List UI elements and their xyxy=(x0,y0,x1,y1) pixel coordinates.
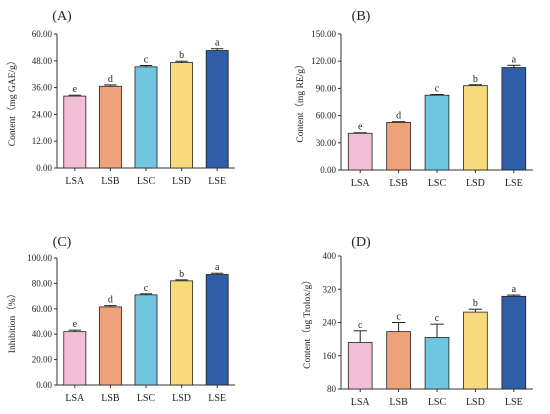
y-tick-label: 12.00 xyxy=(32,136,53,146)
x-category-label: LSC xyxy=(428,178,447,189)
significance-label: a xyxy=(215,38,220,49)
chart-panel-4: (D) Content（ug Trolox/g） 80 160 240 320 400 c LS… xyxy=(301,235,533,408)
y-tick-label: 240 xyxy=(323,318,337,328)
x-category-label: LSD xyxy=(466,397,485,408)
y-tick-label: 160 xyxy=(323,351,337,361)
chart-panel-1: (A) Content（mg GAE/g） 0.00 12.00 24.00 36.00 4… xyxy=(6,9,235,187)
y-tick-label: 60.00 xyxy=(316,111,337,121)
y-tick-label: 30.00 xyxy=(316,138,337,148)
bar-lsd xyxy=(170,62,194,169)
x-category-label: LSB xyxy=(389,397,408,408)
significance-label: d xyxy=(108,74,113,85)
significance-label: d xyxy=(108,295,113,306)
y-tick-label: 150.00 xyxy=(311,29,336,39)
bar-lsb xyxy=(386,331,411,390)
bar-lsc xyxy=(134,294,158,386)
bar-lsd xyxy=(463,85,488,171)
y-tick-label: 60.00 xyxy=(32,29,53,39)
y-tick-label: 0.00 xyxy=(320,165,336,175)
significance-label: c xyxy=(435,83,440,94)
y-tick-label: 36.00 xyxy=(32,83,53,93)
significance-label: c xyxy=(144,54,149,65)
x-category-label: LSB xyxy=(101,393,120,404)
bar-lsa xyxy=(63,331,87,386)
x-category-label: LSD xyxy=(172,393,191,404)
bar-lsc xyxy=(424,94,450,171)
y-axis-title: Content（mg GAE/g） xyxy=(6,56,18,147)
significance-label: e xyxy=(73,84,78,95)
bar-lsa xyxy=(347,342,373,390)
y-tick-label: 20.00 xyxy=(32,355,53,365)
x-category-label: LSA xyxy=(351,397,371,408)
y-tick-label: 0.00 xyxy=(36,380,52,390)
bar-lse xyxy=(501,295,527,390)
significance-label: c xyxy=(144,283,149,294)
bar-lsa xyxy=(63,95,87,169)
y-tick-label: 24.00 xyxy=(32,109,53,119)
y-tick-label: 48.00 xyxy=(32,56,53,66)
bar-lsb xyxy=(386,122,411,171)
y-axis-title: Content（ug Trolox/g） xyxy=(301,275,313,369)
bar-lse xyxy=(501,67,527,171)
bar-lsd xyxy=(463,311,488,390)
significance-label: e xyxy=(73,319,78,330)
x-category-label: LSC xyxy=(137,176,156,187)
significance-label: c xyxy=(396,312,401,323)
significance-label: a xyxy=(512,54,517,65)
bar-lsb xyxy=(98,85,122,169)
bar-lsd xyxy=(170,280,194,386)
significance-label: e xyxy=(358,122,363,133)
y-tick-label: 40.00 xyxy=(32,329,53,339)
x-category-label: LSD xyxy=(172,176,191,187)
y-axis-title: Inhibition（%） xyxy=(6,289,18,353)
x-category-label: LSA xyxy=(65,176,85,187)
significance-label: b xyxy=(179,269,184,280)
bar-lse xyxy=(205,50,229,169)
significance-label: b xyxy=(473,298,478,309)
bar-lsc xyxy=(424,337,450,390)
x-category-label: LSE xyxy=(505,397,523,408)
y-tick-label: 80.00 xyxy=(32,278,53,288)
y-axis-title: Content（mg RE/g） xyxy=(294,59,306,142)
bar-lsc xyxy=(134,66,158,169)
y-tick-label: 80 xyxy=(327,384,337,394)
x-category-label: LSE xyxy=(505,178,523,189)
significance-label: a xyxy=(215,262,220,273)
x-category-label: LSB xyxy=(101,176,120,187)
y-tick-label: 90.00 xyxy=(316,83,337,93)
bar-lsa xyxy=(347,132,373,171)
y-tick-label: 0.00 xyxy=(36,163,52,173)
panel-label: (A) xyxy=(52,9,72,24)
x-category-label: LSB xyxy=(389,178,408,189)
significance-label: c xyxy=(435,313,440,324)
x-category-label: LSC xyxy=(428,397,447,408)
y-tick-label: 100.00 xyxy=(27,253,52,263)
x-category-label: LSA xyxy=(351,178,371,189)
x-category-label: LSE xyxy=(208,176,226,187)
significance-label: b xyxy=(473,74,478,85)
y-tick-label: 60.00 xyxy=(32,304,53,314)
x-category-label: LSD xyxy=(466,178,485,189)
significance-label: b xyxy=(179,50,184,61)
significance-label: c xyxy=(358,320,363,331)
chart-panel-3: (C) Inhibition（%） 0.00 20.00 40.00 60.00 80.00… xyxy=(6,235,235,404)
x-category-label: LSE xyxy=(208,393,226,404)
panel-label: (B) xyxy=(352,9,371,24)
chart-panel-2: (B) Content（mg RE/g） 0.00 30.00 60.00 90.00 12… xyxy=(294,9,533,189)
bar-lsb xyxy=(98,306,122,386)
y-tick-label: 320 xyxy=(323,284,337,294)
y-tick-label: 400 xyxy=(323,251,337,261)
x-category-label: LSC xyxy=(137,393,156,404)
y-tick-label: 120.00 xyxy=(311,56,336,66)
panel-label: (D) xyxy=(351,235,371,250)
bar-lse xyxy=(205,274,229,386)
significance-label: d xyxy=(396,111,401,122)
panel-label: (C) xyxy=(53,235,72,250)
x-category-label: LSA xyxy=(65,393,85,404)
significance-label: a xyxy=(512,284,517,295)
